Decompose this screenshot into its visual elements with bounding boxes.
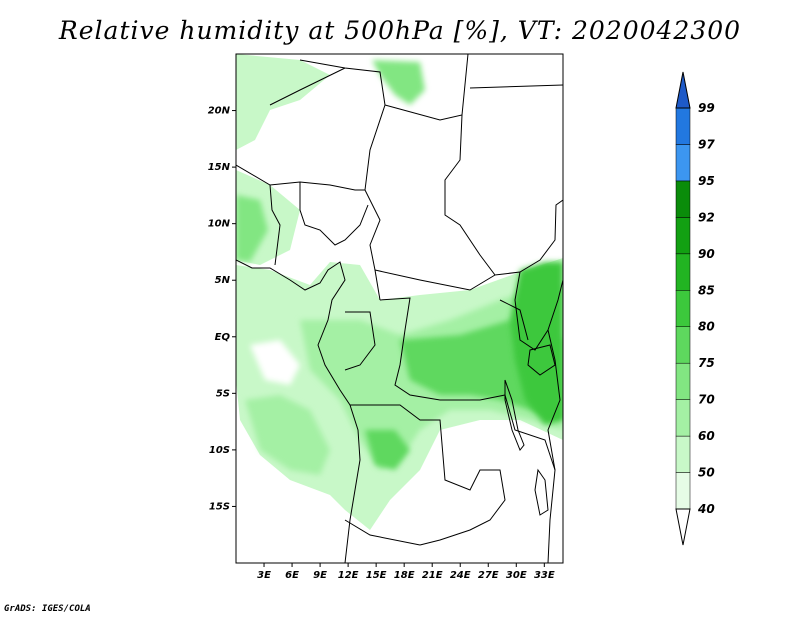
humidity-area-westcoast — [236, 195, 268, 262]
border-9 — [374, 269, 496, 291]
lon-label: 24E — [450, 570, 471, 581]
coastlines-borders — [236, 54, 563, 563]
east-africa-coast — [547, 279, 563, 563]
humidity-area-west-ocean — [245, 395, 330, 475]
border-3 — [384, 54, 469, 121]
border-12 — [350, 404, 506, 546]
lon-label: 15E — [366, 570, 387, 581]
colorbar-segment — [675, 435, 691, 473]
border-16 — [499, 299, 529, 341]
colorbar-segment — [675, 399, 691, 437]
colorbar-label: 97 — [698, 137, 715, 151]
border-10 — [379, 297, 506, 401]
colorbar-label: 90 — [698, 247, 715, 261]
colorbar-label: 50 — [698, 466, 715, 480]
colorbar-label: 92 — [698, 210, 715, 224]
colorbar-label: 70 — [698, 393, 715, 407]
border-1 — [299, 59, 386, 301]
credit-text: GrADS: IGES/COLA — [4, 604, 91, 614]
colorbar-label: 85 — [698, 283, 715, 297]
colorbar-label: 75 — [698, 356, 715, 370]
colorbar-segment — [675, 253, 691, 291]
colorbar-segment — [675, 326, 691, 364]
colorbar-label: 60 — [698, 429, 715, 443]
humidity-area-east — [510, 262, 563, 425]
border-8 — [299, 182, 369, 246]
border-2 — [269, 67, 346, 106]
border-7 — [269, 184, 281, 266]
lat-label: 15S — [209, 501, 230, 512]
lat-label: 10S — [209, 445, 230, 456]
lake-victoria — [527, 344, 556, 376]
border-13 — [344, 519, 421, 546]
dry-area-ocean — [250, 340, 300, 385]
longitude-axis: 3E 6E 9E 12E 15E 18E 21E 24E 27E 30E 33E — [257, 563, 555, 581]
lat-label: 5N — [215, 275, 231, 286]
humidity-area-angola — [365, 430, 410, 470]
colorbar-label: 99 — [698, 101, 715, 115]
colorbar-label: 95 — [698, 174, 715, 188]
colorbar-low-arrow — [675, 508, 691, 546]
humidity-area-top — [372, 60, 425, 105]
lake-tanganyika — [504, 379, 525, 451]
lat-label: 5S — [216, 388, 230, 399]
humidity-map: 20N 15N 10N 5N EQ 5S 10S 15S 3E 6E 9E 12E 15E 18E 21E… — [208, 53, 715, 581]
latitude-axis: 20N 15N 10N 5N EQ 5S 10S 15S — [208, 106, 236, 512]
lon-label: 6E — [285, 570, 299, 581]
colorbar-high-arrow — [675, 71, 691, 109]
colorbar-segment — [675, 144, 691, 182]
border-11 — [344, 311, 376, 371]
humidity-shading — [236, 54, 563, 563]
colorbar: 99 97 95 92 90 85 80 75 70 60 50 40 — [675, 71, 715, 546]
map-frame — [235, 53, 564, 564]
colorbar-label: 80 — [698, 320, 715, 334]
lon-label: 9E — [313, 570, 327, 581]
dry-area-south — [420, 450, 563, 563]
lon-label: 21E — [422, 570, 443, 581]
border-5 — [469, 84, 563, 89]
lon-label: 18E — [394, 570, 415, 581]
colorbar-segment — [675, 217, 691, 255]
map-title: Relative humidity at 500hPa [%], VT: 202… — [58, 16, 742, 45]
colorbar-label: 40 — [697, 502, 715, 516]
lat-label: 10N — [208, 219, 231, 230]
lake-malawi — [534, 468, 549, 516]
colorbar-segment — [675, 107, 691, 145]
colorbar-segment — [675, 472, 691, 510]
lat-label: 20N — [208, 106, 231, 117]
lon-label: 27E — [478, 570, 499, 581]
lon-label: 33E — [534, 570, 555, 581]
border-6 — [236, 164, 365, 191]
border-15 — [514, 271, 549, 351]
colorbar-segment — [675, 290, 691, 327]
border-14 — [504, 394, 556, 471]
border-4 — [444, 114, 563, 276]
lon-label: 12E — [338, 570, 359, 581]
humidity-area-north — [236, 54, 330, 150]
colorbar-segment — [675, 362, 691, 400]
lon-label: 30E — [506, 570, 527, 581]
west-africa-coast — [236, 259, 361, 563]
lat-label: EQ — [215, 332, 231, 343]
colorbar-segment — [675, 180, 691, 218]
lat-label: 15N — [208, 162, 231, 173]
lon-label: 3E — [257, 570, 271, 581]
